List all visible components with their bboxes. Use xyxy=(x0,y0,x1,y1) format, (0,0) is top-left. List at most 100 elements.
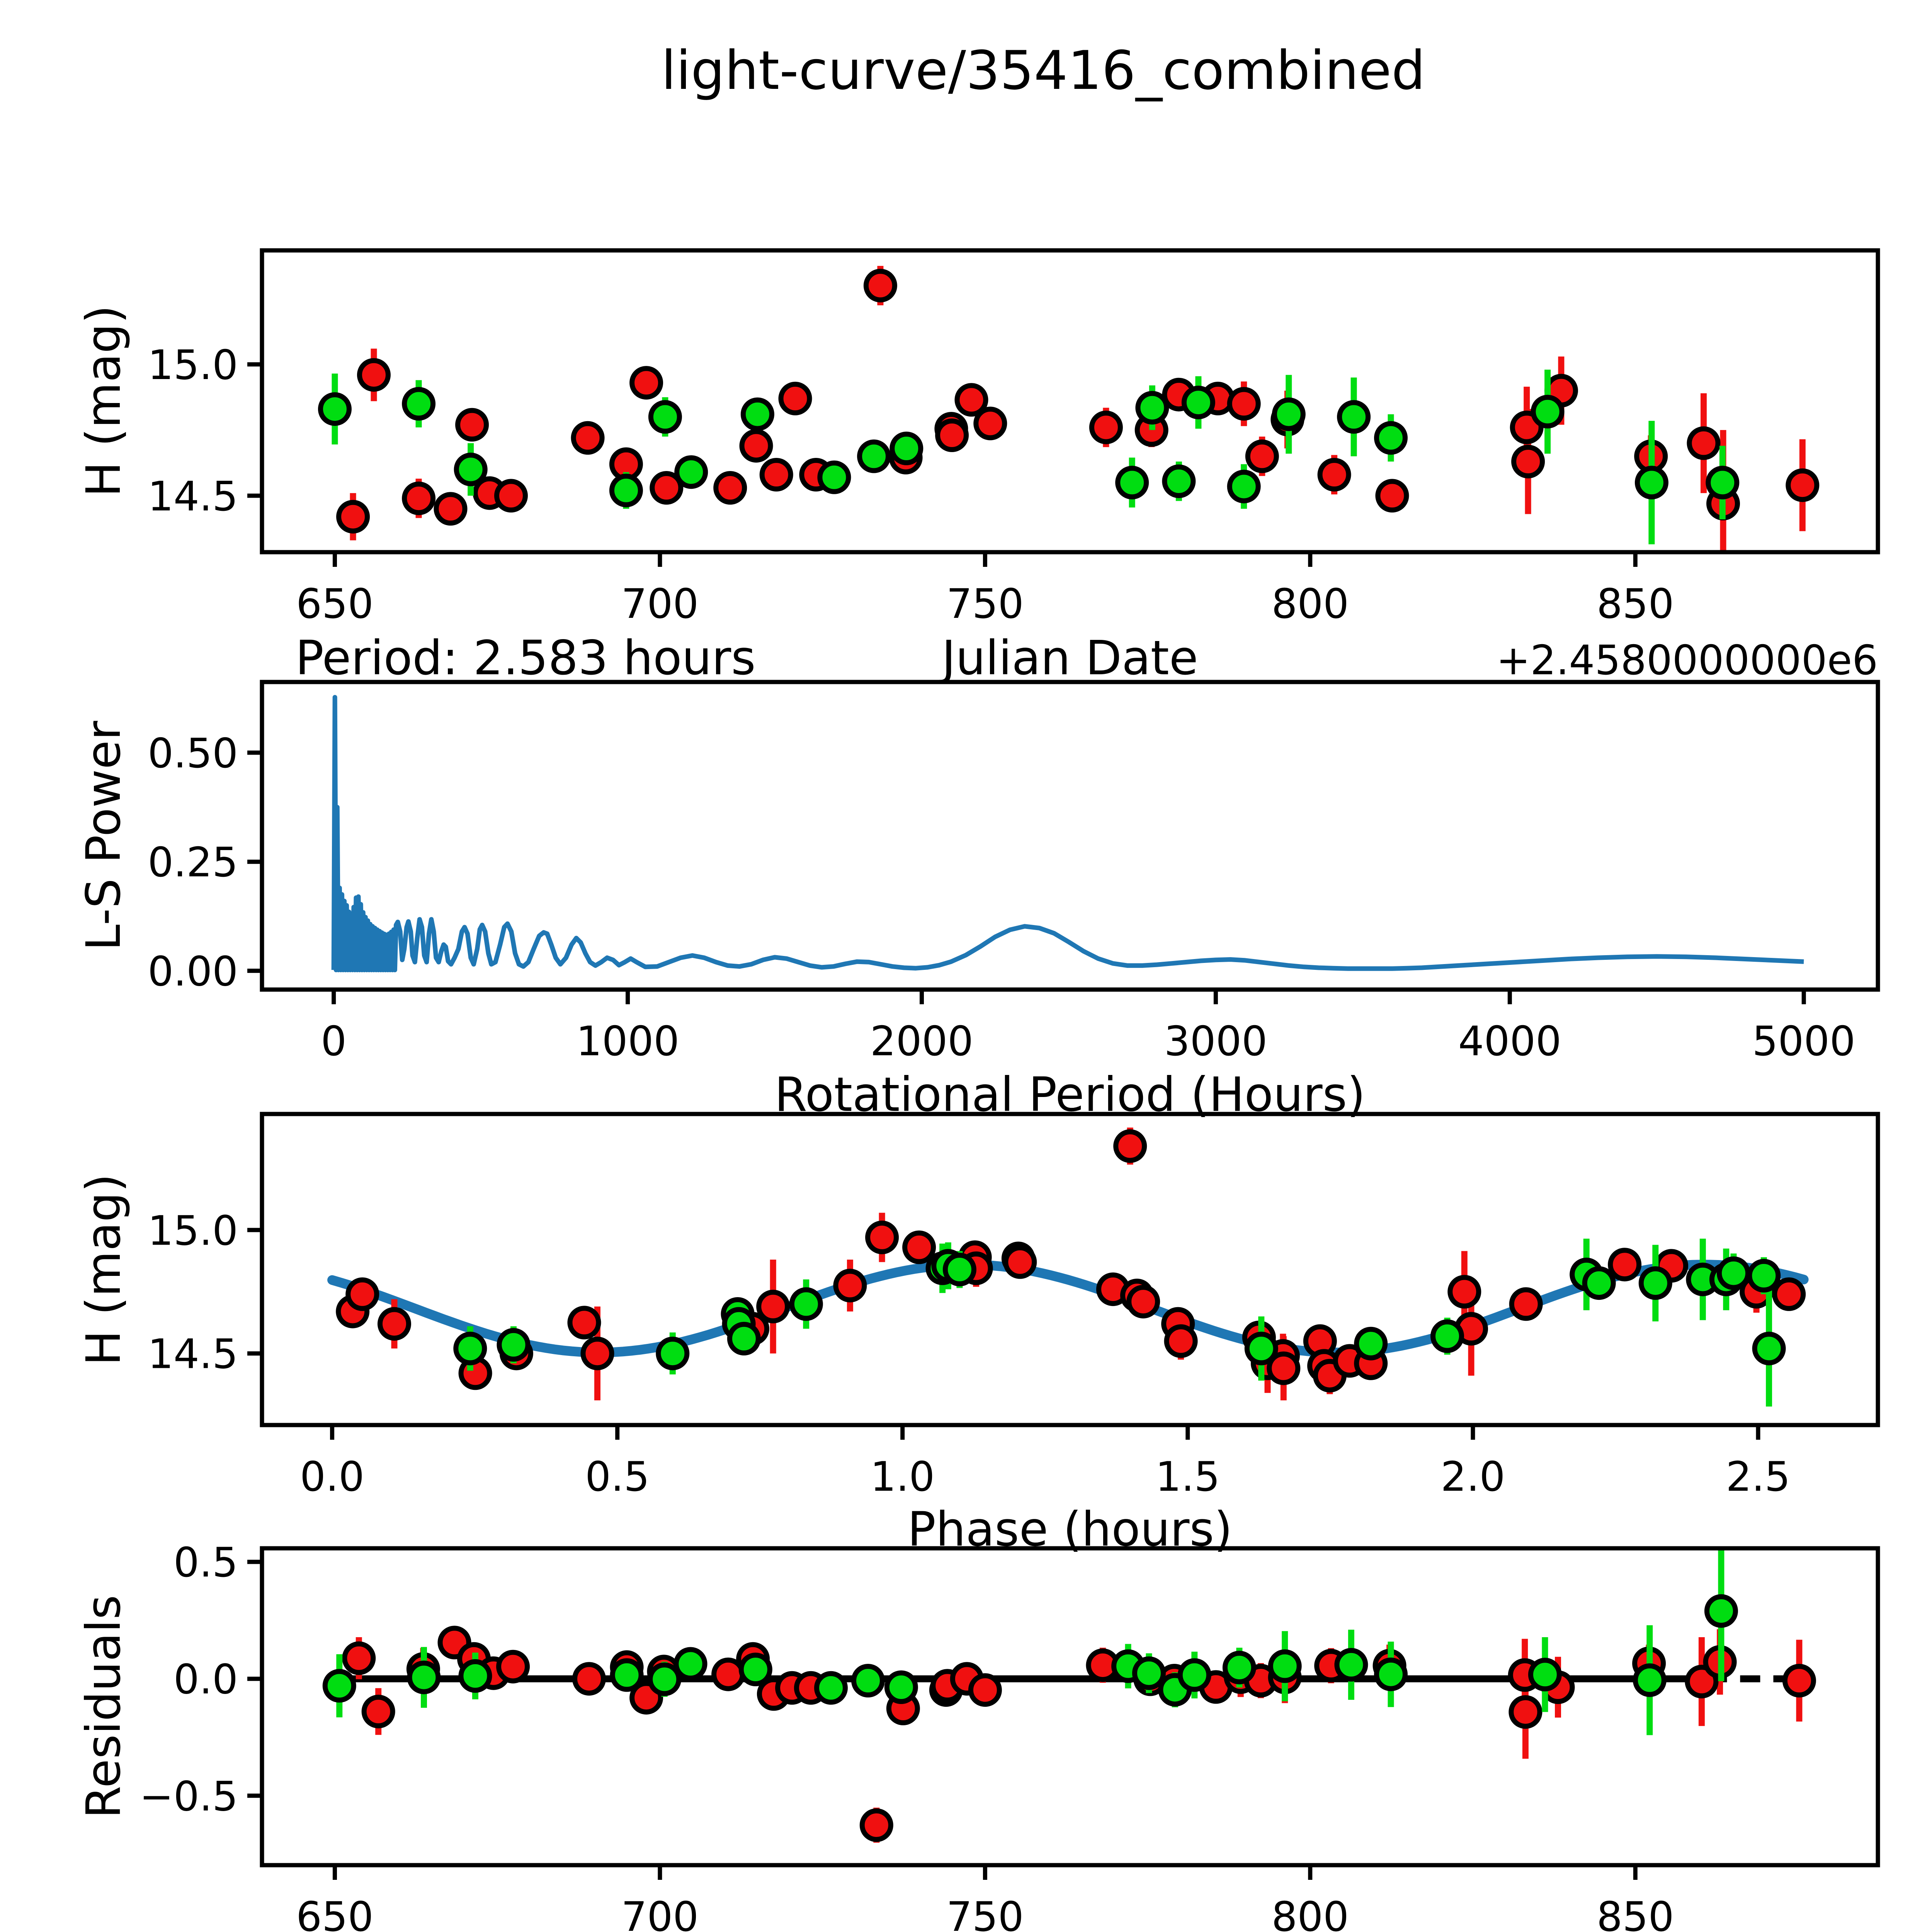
period-annotation: Period: 2.583 hours xyxy=(295,631,755,685)
data-point xyxy=(567,1306,601,1340)
panel-periodogram: 0 1000 2000 3000 4000 5000 0.00 0.25 0.50 xyxy=(148,680,1880,1065)
data-point xyxy=(1164,1324,1198,1358)
data-point xyxy=(1089,410,1123,444)
data-point xyxy=(1638,1266,1672,1300)
sine-fit-curve xyxy=(327,1260,1809,1357)
data-point xyxy=(851,1664,885,1697)
data-point xyxy=(942,1253,976,1286)
y-tick-label: −0.5 xyxy=(139,1773,238,1820)
residuals-content xyxy=(322,1548,1816,1843)
data-point xyxy=(738,1653,772,1686)
data-point xyxy=(1334,1648,1368,1682)
data-point xyxy=(494,479,528,513)
data-point xyxy=(342,1641,376,1675)
data-point xyxy=(1272,397,1306,431)
data-point xyxy=(1772,1277,1806,1311)
data-point xyxy=(1608,1248,1642,1282)
data-point xyxy=(1633,1663,1667,1697)
data-point xyxy=(1375,479,1409,513)
data-point xyxy=(1531,395,1565,429)
panel1-ylabel: H (mag) xyxy=(76,305,131,497)
x-tick-label: 850 xyxy=(1597,580,1674,628)
data-point xyxy=(656,1337,690,1371)
data-point xyxy=(609,473,643,507)
data-point xyxy=(1717,1256,1750,1290)
data-point xyxy=(1447,1275,1481,1309)
data-point xyxy=(1177,1658,1211,1692)
axes-frame xyxy=(260,680,1880,992)
red-points xyxy=(342,1626,1816,1843)
data-point xyxy=(648,1662,682,1696)
data-point xyxy=(1181,386,1215,420)
data-point xyxy=(357,358,391,392)
green-points xyxy=(318,369,1740,544)
data-point xyxy=(1374,1657,1408,1691)
x-tick-label: 800 xyxy=(1272,580,1349,628)
data-point xyxy=(1509,1287,1543,1321)
x-tick-label: 2.5 xyxy=(1726,1453,1791,1500)
data-point xyxy=(407,1660,441,1694)
data-point xyxy=(1782,1664,1816,1697)
data-point xyxy=(453,1332,487,1366)
data-point xyxy=(322,1669,356,1703)
data-point xyxy=(935,418,969,452)
data-point xyxy=(1222,1651,1256,1685)
figure-title: light-curve/35416_combined xyxy=(661,39,1425,102)
data-point xyxy=(345,1277,379,1311)
x-tick-label: 650 xyxy=(296,1893,373,1932)
y-tick-label: 0.0 xyxy=(173,1656,238,1703)
panel-residuals: 650 700 750 800 850 0.5 0.0 −0.5 xyxy=(139,1539,1880,1932)
x-tick-label: 1.5 xyxy=(1155,1453,1220,1500)
phase_curve-content xyxy=(327,1128,1809,1407)
data-point xyxy=(497,1328,531,1362)
data-point xyxy=(1126,1285,1160,1319)
data-point xyxy=(1245,439,1279,473)
x-tick-label: 2.0 xyxy=(1440,1453,1505,1500)
data-point xyxy=(1003,1245,1037,1279)
data-point xyxy=(740,397,774,431)
y-tick-label: 0.50 xyxy=(148,730,238,777)
data-point xyxy=(968,1673,1002,1707)
data-point xyxy=(336,500,370,534)
data-point xyxy=(884,1670,918,1704)
data-point xyxy=(1430,1319,1464,1353)
data-point xyxy=(1582,1266,1616,1300)
data-point xyxy=(1337,400,1371,434)
y-tick-label: 15.0 xyxy=(148,342,238,389)
x-tick-label: 0.5 xyxy=(585,1453,650,1500)
data-point xyxy=(1317,458,1351,492)
data-point xyxy=(973,406,1007,440)
x-tick-label: 0 xyxy=(321,1018,347,1065)
x-tick-label: 800 xyxy=(1272,1893,1349,1932)
data-point xyxy=(863,269,897,303)
data-point xyxy=(455,408,489,442)
data-point xyxy=(739,429,773,463)
y-tick-label: 14.5 xyxy=(148,473,238,520)
axes-frame xyxy=(260,1112,1880,1427)
data-point xyxy=(1374,421,1408,455)
panel1-xlabel: Julian Date xyxy=(939,631,1198,685)
data-point xyxy=(1747,1259,1781,1293)
x-tick-label: 5000 xyxy=(1752,1018,1855,1065)
data-point xyxy=(1244,1332,1278,1366)
data-point xyxy=(361,1694,395,1728)
x-tick-label: 750 xyxy=(946,1893,1024,1932)
x-tick-label: 2000 xyxy=(870,1018,973,1065)
x-tick-label: 1.0 xyxy=(870,1453,935,1500)
x-tick-label: 700 xyxy=(621,1893,699,1932)
data-point xyxy=(902,1230,936,1264)
axes-frame xyxy=(260,1546,1880,1867)
periodogram-line xyxy=(331,695,1804,973)
data-point xyxy=(833,1269,867,1303)
data-point xyxy=(1115,466,1149,500)
data-point xyxy=(571,421,605,455)
periodogram-content xyxy=(331,695,1804,973)
data-point xyxy=(789,1287,823,1321)
data-point xyxy=(1706,466,1740,500)
data-point xyxy=(454,452,488,486)
data-point xyxy=(1132,1656,1166,1690)
panel-phase-curve: 0.0 0.5 1.0 1.5 2.0 2.5 15.0 14.5 xyxy=(148,1112,1880,1500)
data-point xyxy=(1786,468,1820,502)
data-point xyxy=(889,432,923,465)
data-point xyxy=(580,1337,614,1371)
